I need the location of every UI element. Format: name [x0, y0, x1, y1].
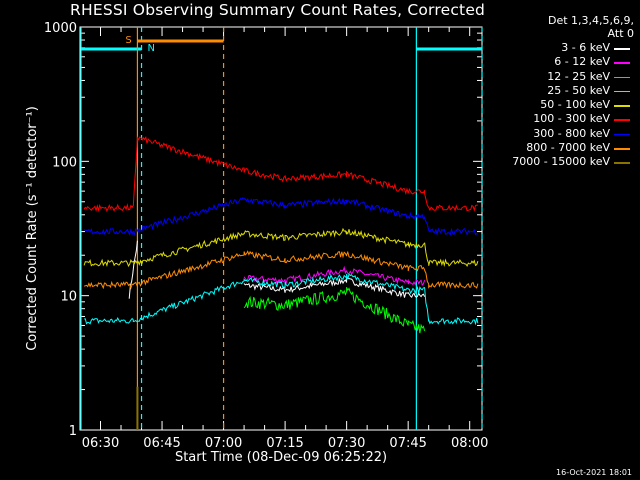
- legend-entry: 6 - 12 keV: [486, 55, 636, 69]
- legend-swatch: [614, 105, 630, 107]
- x-tick-label: 06:30: [82, 436, 119, 451]
- legend: 3 - 6 keV 6 - 12 keV 12 - 25 keV 25 - 50 ke…: [486, 41, 636, 170]
- y-tick-label: 1: [69, 424, 77, 439]
- y-tick-label: 10: [60, 290, 77, 305]
- chart-title: RHESSI Observing Summary Count Rates, Co…: [70, 1, 486, 19]
- x-tick-label: 07:00: [205, 436, 242, 451]
- series-line: [83, 227, 479, 268]
- legend-swatch: [614, 48, 630, 50]
- legend-entry: 3 - 6 keV: [486, 41, 636, 55]
- legend-swatch: [614, 76, 630, 79]
- legend-label: 25 - 50 keV: [547, 83, 610, 97]
- legend-header-attenuator: Att 0: [607, 27, 634, 40]
- legend-swatch: [614, 162, 630, 164]
- series-line: [84, 273, 479, 326]
- x-tick-label: 07:45: [389, 436, 426, 451]
- generated-timestamp: 16-Oct-2021 18:01: [556, 468, 632, 477]
- series-line: [83, 250, 479, 290]
- legend-entry: 50 - 100 keV: [486, 98, 636, 112]
- legend-entry: 25 - 50 keV: [486, 84, 636, 98]
- legend-swatch: [614, 133, 630, 136]
- night-label: N: [148, 43, 155, 54]
- x-tick-label: 07:15: [266, 436, 303, 451]
- series-line: [83, 135, 478, 213]
- legend-entry: 300 - 800 keV: [486, 127, 636, 141]
- legend-label: 100 - 300 keV: [533, 112, 610, 126]
- x-tick-label: 08:00: [451, 436, 488, 451]
- x-tick-label: 07:30: [328, 436, 365, 451]
- series-line: [83, 197, 479, 236]
- y-tick-label: 1000: [44, 21, 77, 36]
- legend-label: 800 - 7000 keV: [526, 141, 610, 155]
- series-line: [243, 265, 426, 286]
- legend-entry: 7000 - 15000 keV: [486, 155, 636, 169]
- x-axis-label: Start Time (08-Dec-09 06:25:22): [175, 450, 387, 465]
- legend-swatch: [614, 148, 630, 150]
- plot-frame: [79, 26, 483, 431]
- legend-label: 6 - 12 keV: [554, 55, 610, 69]
- saa-label: S: [125, 35, 131, 46]
- legend-swatch: [614, 119, 630, 121]
- legend-entry: 12 - 25 keV: [486, 70, 636, 84]
- legend-label: 7000 - 15000 keV: [512, 155, 610, 169]
- legend-label: 3 - 6 keV: [561, 41, 610, 54]
- series-line: [243, 277, 426, 299]
- legend-label: 50 - 100 keV: [540, 98, 610, 112]
- legend-entry: 800 - 7000 keV: [486, 141, 636, 155]
- series-line: [243, 287, 426, 334]
- legend-label: 12 - 25 keV: [547, 69, 610, 83]
- legend-entry: 100 - 300 keV: [486, 112, 636, 126]
- series-line: [128, 240, 138, 299]
- x-tick-label: 06:45: [143, 436, 180, 451]
- y-tick-label: 100: [52, 155, 77, 170]
- legend-swatch: [614, 62, 630, 64]
- legend-swatch: [614, 90, 630, 93]
- legend-label: 300 - 800 keV: [533, 126, 610, 140]
- y-axis-label: Corrected Count Rate (s⁻¹ detector⁻¹): [25, 106, 40, 351]
- legend-header-detectors: Det 1,3,4,5,6,9,: [547, 14, 634, 27]
